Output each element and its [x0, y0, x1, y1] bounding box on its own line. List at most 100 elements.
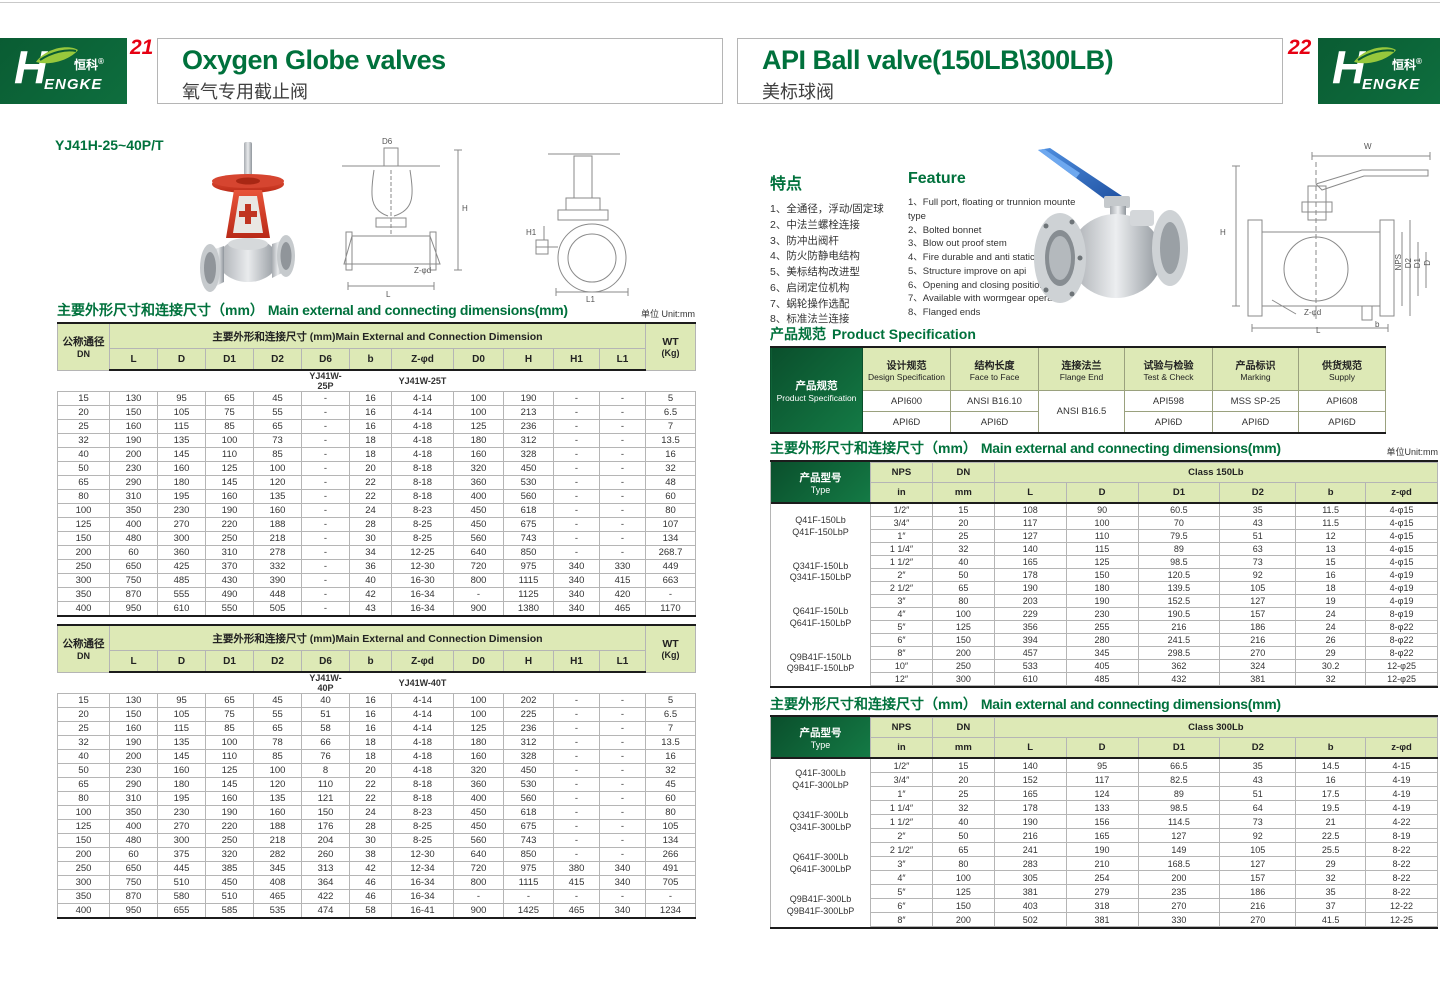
table-cell: 105 — [1219, 842, 1297, 857]
dim-label: D1 — [1413, 258, 1422, 269]
table-cell: 14.5 — [1295, 757, 1367, 773]
table-cell: 28 — [349, 517, 392, 532]
table-cell: 190 — [109, 433, 158, 448]
column-header: z-φd — [1365, 737, 1438, 759]
table-cell: 16 — [349, 419, 392, 434]
table-cell: 705 — [645, 875, 696, 890]
table-cell: 100 — [453, 707, 504, 722]
table-cell: 133 — [1065, 800, 1139, 815]
table-cell: 650 — [109, 559, 158, 574]
spec-cell: API6D — [1298, 411, 1386, 434]
table-cell: 140 — [993, 757, 1067, 773]
table-cell: 45 — [645, 777, 696, 792]
table-cell: 80 — [931, 594, 995, 608]
table-cell: 16 — [1295, 568, 1367, 582]
column-header: L — [109, 348, 158, 371]
wt-header: WT (Kg) — [645, 322, 696, 371]
table-cell: 10″ — [870, 659, 933, 673]
table-cell: 35 — [1219, 502, 1297, 517]
model-row: YJ41W-40P YJ41W-40T — [57, 672, 696, 694]
table-cell: 150 — [57, 833, 110, 848]
table-cell: 186 — [1219, 884, 1297, 899]
table-cell: 8-18 — [391, 791, 454, 806]
table-cell: 108 — [993, 502, 1067, 517]
table-cell: 230 — [157, 503, 206, 518]
table-cell: 650 — [109, 861, 158, 876]
table-cell: 51 — [1219, 529, 1297, 543]
table-header-row: NPS DN Class 300Lb — [870, 717, 1439, 738]
dn-header: DN — [931, 462, 995, 483]
table-150lb: NPS DN Class 150Lb in mm L D D1 D2 b z-φd 1/2… — [870, 462, 1439, 686]
table-cell: - — [599, 735, 646, 750]
table-cell: 190 — [205, 503, 254, 518]
table-cell: 450 — [453, 805, 504, 820]
table-cell: 76 — [301, 749, 350, 764]
column-header: D0 — [453, 650, 504, 673]
table-row: 4″ 100 305 254 200 157 32 8-22 — [870, 870, 1438, 885]
table-cell: 610 — [993, 672, 1067, 686]
table-cell: 405 — [1065, 659, 1139, 673]
class-header: Class 150Lb — [993, 462, 1439, 483]
table-cell: 200 — [57, 545, 110, 560]
table-cell: 17.5 — [1295, 786, 1367, 801]
table-cell: 60 — [109, 847, 158, 862]
table-cell: 114.5 — [1137, 814, 1221, 829]
table-cell: 450 — [453, 819, 504, 834]
table-cell: 43 — [349, 601, 392, 617]
table-cell: 24 — [1295, 607, 1367, 621]
table-cell: 491 — [645, 861, 696, 876]
table-cell: 340 — [599, 861, 646, 876]
table-cell: - — [553, 545, 600, 560]
table-cell: - — [599, 889, 646, 904]
table-cell: 50 — [931, 568, 995, 582]
table-cell: 165 — [1065, 828, 1139, 843]
table-cell: 95 — [1065, 757, 1139, 773]
table-cell: 400 — [57, 903, 110, 919]
table-cell: 1 1/2″ — [870, 555, 933, 569]
model-40p: YJ41W-40P — [301, 672, 350, 694]
table-cell: 350 — [109, 805, 158, 820]
model-40t: YJ41W-40T — [391, 672, 454, 694]
table-cell: 100 — [931, 870, 995, 885]
table-cell: 180 — [453, 735, 504, 750]
table-cell: 100 — [453, 693, 504, 708]
table-cell: 310 — [109, 791, 158, 806]
table-cell: 58 — [301, 721, 350, 736]
table-cell: 25 — [57, 419, 110, 434]
hengke-logo-right: H 恒科® ENGKE — [1318, 38, 1440, 104]
type-labels-150: Q41F-150Lb Q41F-150LbP Q341F-150Lb Q341F-15… — [771, 504, 870, 686]
table-cell: 8-25 — [391, 833, 454, 848]
table-row: 80 310 195 160 135 121 22 8-18 400 560- -60 — [57, 791, 696, 806]
table-row: 1/2″ 15 108 90 60.5 35 11.5 4-φ15 — [870, 502, 1438, 517]
table-cell: - — [599, 391, 646, 406]
spec-row-label: 产品规范 Product Specification — [770, 346, 863, 434]
table-cell: 465 — [599, 601, 646, 617]
page-title-en-left: Oxygen Globe valves — [182, 45, 446, 75]
table-cell: 75 — [205, 707, 254, 722]
table-cell: 176 — [301, 819, 350, 834]
logo-h-glyph: H — [14, 41, 48, 93]
table-cell: 743 — [503, 833, 554, 848]
model-row: YJ41W-25P YJ41W-25T — [57, 370, 696, 392]
table-cell: - — [599, 517, 646, 532]
table-cell: 73 — [1219, 555, 1297, 569]
table-cell: 65 — [205, 391, 254, 406]
table-cell: 20 — [57, 405, 110, 420]
spec-cell: MSS SP-25 — [1212, 390, 1299, 412]
table-cell: 640 — [453, 545, 504, 560]
table-header-row: 公称通径 DN 主要外形和连接尺寸 (mm)Main External and C… — [57, 322, 696, 371]
table-row: 50 230 160 125 100 8 20 4-18 320 450- -32 — [57, 763, 696, 778]
table-row: 200 60 375 320 282 260 38 12-30 640 850- -266 — [57, 847, 696, 862]
table-cell: 310 — [109, 489, 158, 504]
table-cell: 4″ — [870, 607, 933, 621]
table-cell: 32 — [57, 433, 110, 448]
column-header: b — [349, 650, 392, 673]
table-cell: 300 — [157, 531, 206, 546]
table-body: 15 130 95 65 45-16 4-14 100 190- -5 20 150 105 75 55-… — [57, 391, 696, 617]
table-cell: - — [553, 847, 600, 862]
table-cell: 250 — [931, 659, 995, 673]
unit-label: 单位 Unit:mm — [640, 309, 695, 319]
column-header: D — [1065, 737, 1139, 759]
table-cell: 65 — [57, 475, 110, 490]
feature-item-cn: 6、启闭定位机构 — [770, 281, 850, 294]
